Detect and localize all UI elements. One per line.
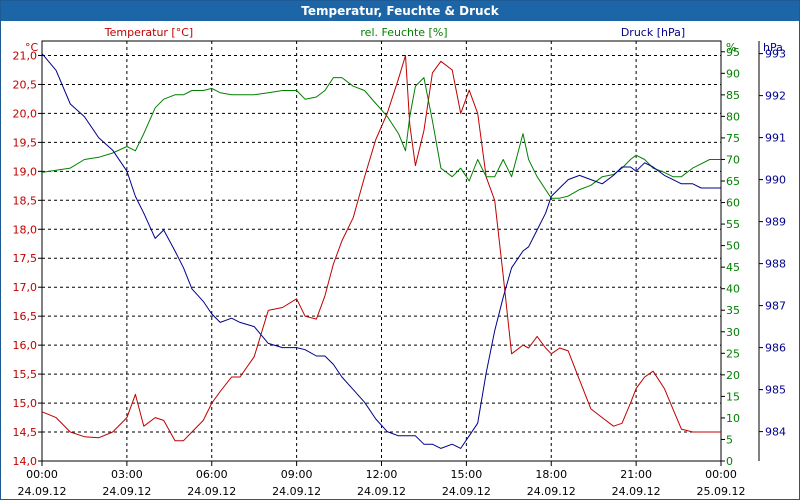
y-tick-label-humidity: 10 (726, 412, 740, 425)
y-tick-label-humidity: 55 (726, 218, 740, 231)
y-tick-label-temperature: 14,5 (13, 426, 38, 439)
x-tick-label-date: 25.09.12 (697, 485, 746, 498)
y-tick-label-temperature: 17,0 (13, 281, 38, 294)
y-tick-label-humidity: 80 (726, 110, 740, 123)
x-tick-label-date: 24.09.12 (18, 485, 67, 498)
y-tick-label-humidity: 85 (726, 89, 740, 102)
x-tick-label-time: 09:00 (281, 468, 313, 481)
x-tick-label-time: 18:00 (535, 468, 567, 481)
y-tick-label-temperature: 15,0 (13, 397, 38, 410)
y-tick-label-temperature: 17,5 (13, 252, 38, 265)
y-tick-label-pressure: 992 (765, 90, 786, 103)
y-tick-label-temperature: 20,5 (13, 78, 38, 91)
y-tick-label-temperature: 15,5 (13, 368, 38, 381)
y-tick-label-humidity: 65 (726, 175, 740, 188)
x-tick-label-date: 24.09.12 (357, 485, 406, 498)
y-tick-label-humidity: 95 (726, 46, 740, 59)
y-tick-label-humidity: 5 (726, 433, 733, 446)
x-tick-label-time: 00:00 (26, 468, 58, 481)
y-tick-label-humidity: 35 (726, 304, 740, 317)
humidity-axis-unit: % (726, 41, 736, 54)
y-tick-label-humidity: 50 (726, 240, 740, 253)
x-tick-label-time: 12:00 (366, 468, 398, 481)
x-tick-label-time: 21:00 (620, 468, 652, 481)
x-tick-label-time: 06:00 (196, 468, 228, 481)
y-tick-label-temperature: 18,0 (13, 223, 38, 236)
y-tick-label-pressure: 984 (765, 426, 786, 439)
x-tick-label-date: 24.09.12 (187, 485, 236, 498)
legend-pressure: Druck [hPa] (621, 26, 685, 39)
y-tick-label-humidity: 30 (726, 326, 740, 339)
y-tick-label-pressure: 990 (765, 174, 786, 187)
y-tick-label-humidity: 25 (726, 347, 740, 360)
y-tick-label-humidity: 0 (726, 455, 733, 468)
y-tick-label-temperature: 21,0 (13, 49, 38, 62)
y-tick-label-humidity: 70 (726, 153, 740, 166)
y-tick-label-pressure: 987 (765, 300, 786, 313)
y-tick-label-temperature: 19,5 (13, 136, 38, 149)
y-tick-label-humidity: 45 (726, 261, 740, 274)
x-tick-label-time: 15:00 (451, 468, 483, 481)
y-tick-label-temperature: 20,0 (13, 107, 38, 120)
legend-temperature: Temperatur [°C] (104, 26, 193, 39)
y-tick-label-humidity: 20 (726, 369, 740, 382)
x-tick-label-date: 24.09.12 (527, 485, 576, 498)
y-tick-label-pressure: 989 (765, 216, 786, 229)
y-tick-label-temperature: 19,0 (13, 165, 38, 178)
y-tick-label-humidity: 40 (726, 283, 740, 296)
y-tick-label-pressure: 993 (765, 48, 786, 61)
window-title: Temperatur, Feuchte & Druck (1, 1, 799, 21)
x-tick-label-date: 24.09.12 (442, 485, 491, 498)
y-tick-label-pressure: 985 (765, 384, 786, 397)
y-tick-label-humidity: 60 (726, 197, 740, 210)
y-tick-label-pressure: 991 (765, 132, 786, 145)
y-tick-label-pressure: 986 (765, 342, 786, 355)
temperature-axis-unit: °C (25, 41, 39, 54)
x-tick-label-time: 00:00 (705, 468, 737, 481)
y-tick-label-temperature: 18,5 (13, 194, 38, 207)
y-tick-label-humidity: 90 (726, 67, 740, 80)
x-tick-label-date: 24.09.12 (272, 485, 321, 498)
y-tick-label-temperature: 14,0 (13, 455, 38, 468)
y-tick-label-pressure: 988 (765, 258, 786, 271)
temperature-series-line (41, 55, 721, 442)
y-tick-label-temperature: 16,0 (13, 339, 38, 352)
x-tick-label-time: 03:00 (111, 468, 143, 481)
y-tick-label-humidity: 15 (726, 390, 740, 403)
legend-humidity: rel. Feuchte [%] (360, 26, 447, 39)
x-tick-label-date: 24.09.12 (102, 485, 151, 498)
y-tick-label-temperature: 16,5 (13, 310, 38, 323)
pressure-series-line (41, 53, 721, 449)
x-tick-label-date: 24.09.12 (612, 485, 661, 498)
y-tick-label-humidity: 75 (726, 132, 740, 145)
pressure-axis-unit: hPa (763, 41, 783, 54)
